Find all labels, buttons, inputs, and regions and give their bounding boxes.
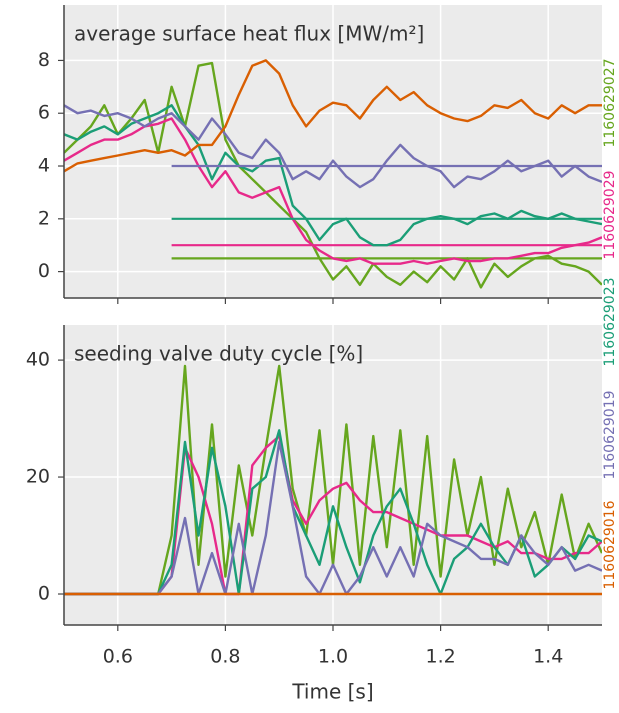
x-tick-label: 1.2	[425, 646, 455, 668]
x-tick-label: 1.4	[533, 646, 563, 668]
series-line	[64, 61, 602, 289]
y-tick-label: 0	[38, 260, 50, 282]
y-tick-label: 6	[38, 102, 50, 124]
legend-label: 1160629027	[602, 58, 618, 147]
series-line	[64, 59, 602, 173]
series-line	[64, 104, 602, 247]
y-tick-label: 8	[38, 49, 50, 71]
y-tick-label: 4	[38, 155, 50, 177]
y-tick-label: 40	[26, 349, 50, 371]
legend-label: 1160629019	[602, 390, 618, 479]
y-tick-label: 0	[38, 583, 50, 605]
panel-title: average surface heat flux [MW/m²]	[74, 22, 424, 46]
y-tick-label: 20	[26, 466, 50, 488]
x-axis-label: Time [s]	[291, 680, 373, 704]
legend-label: 1160629029	[602, 170, 618, 259]
plot-lines	[64, 59, 602, 289]
series-line	[64, 117, 602, 265]
panel-title: seeding valve duty cycle [%]	[74, 342, 363, 366]
x-tick-label: 1.0	[318, 646, 348, 668]
plot-lines	[64, 364, 602, 596]
y-tick-label: 2	[38, 207, 50, 229]
series-line	[64, 104, 602, 189]
x-tick-label: 0.6	[103, 646, 133, 668]
x-tick-label: 0.8	[210, 646, 240, 668]
legend-label: 1160629023	[602, 277, 618, 366]
legend-label: 1160629016	[602, 500, 618, 589]
